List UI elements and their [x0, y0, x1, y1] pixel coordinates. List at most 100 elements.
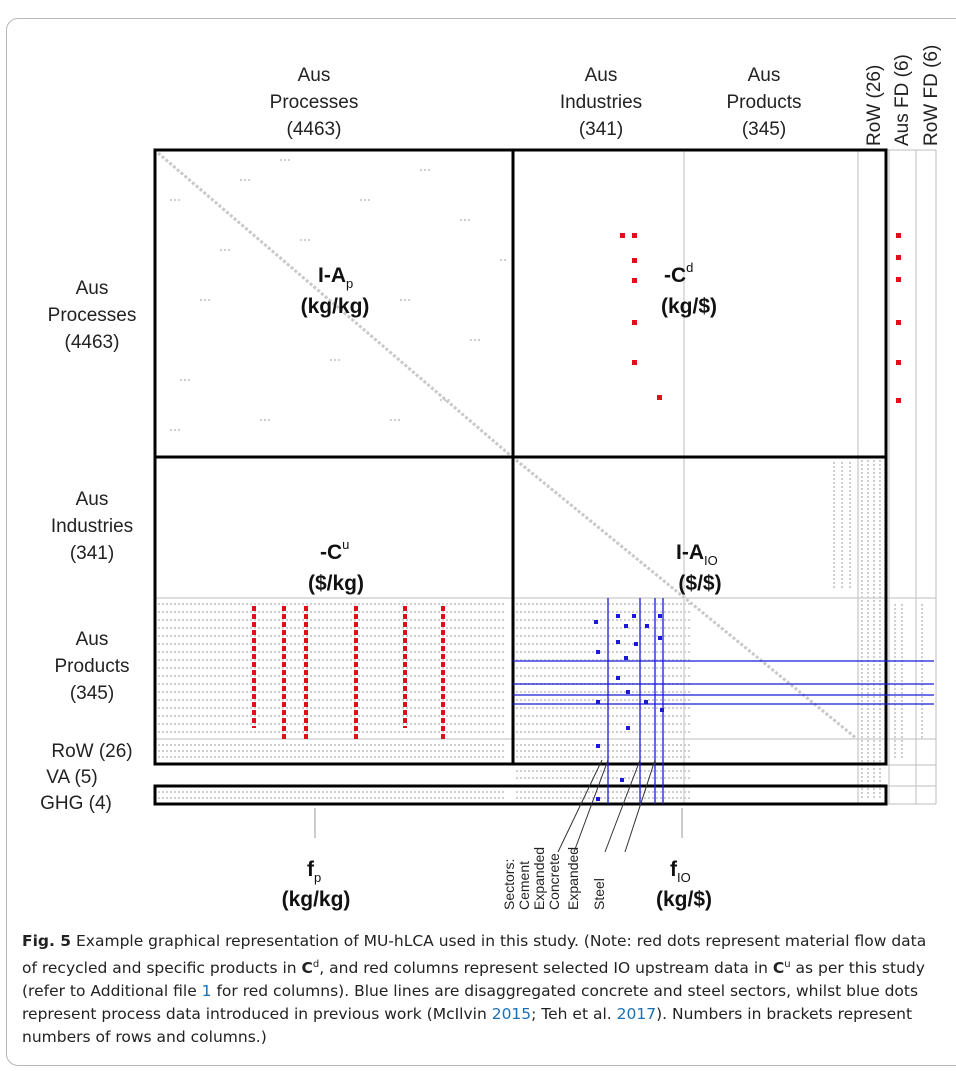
caption-ref-mcilvin[interactable]: 2015	[491, 1005, 532, 1024]
red-dot	[896, 277, 901, 282]
label-ap-symbol: I-Ap	[318, 264, 353, 291]
row-header-processes: Aus Processes (4463)	[48, 278, 137, 353]
label-aio-symbol: I-AIO	[676, 541, 718, 568]
caption-part6: ). Numbers in brackets represent numbers…	[22, 1005, 913, 1047]
row-header-processes-line1: Aus	[76, 278, 109, 299]
row-rows-texture	[158, 744, 690, 799]
caption-part4: for red columns). Blue lines are disaggr…	[22, 982, 919, 1024]
col-header-processes: Aus Processes (4463)	[270, 65, 359, 140]
col-header-industries-line3: (341)	[579, 119, 623, 140]
red-dot	[896, 398, 901, 403]
row-header-va: VA (5)	[46, 767, 97, 788]
row-header-products: Aus Products (345)	[55, 629, 130, 704]
row-header-industries-line2: Industries	[51, 516, 133, 537]
red-marks	[620, 233, 901, 403]
label-fp-symbol: fp	[307, 858, 321, 885]
block-ghg-border	[153, 784, 888, 806]
label-fio-symbol: fIO	[670, 858, 691, 885]
red-dot	[632, 278, 637, 283]
red-dot	[632, 320, 637, 325]
col-header-industries-line1: Aus	[585, 65, 618, 86]
red-dot	[632, 233, 637, 238]
blue-dot	[626, 726, 630, 730]
row-header-processes-line3: (4463)	[65, 332, 120, 353]
red-dot	[896, 360, 901, 365]
row-header-industries-line1: Aus	[76, 489, 109, 510]
blue-dot	[658, 614, 662, 618]
red-dot	[632, 258, 637, 263]
col-header-industries-line2: Industries	[560, 92, 642, 113]
col-header-processes-line1: Aus	[298, 65, 331, 86]
blue-dot	[594, 620, 598, 624]
leader-expanded-concrete	[573, 759, 609, 853]
diagonal-marks	[157, 151, 857, 740]
sector-heading: Sectors:	[501, 859, 517, 910]
matrix-texture	[158, 159, 923, 800]
row-header-products-line2: Products	[55, 656, 130, 677]
label-fp: fp (kg/kg)	[282, 858, 351, 911]
row-header-industries-line3: (341)	[70, 543, 114, 564]
row-header-industries: Aus Industries (341)	[51, 489, 133, 564]
col-header-row-fd: RoW FD (6)	[921, 45, 942, 146]
row-header-products-line1: Aus	[76, 629, 109, 650]
diagonal-ap	[157, 151, 511, 457]
col-header-row: RoW (26)	[864, 65, 885, 146]
col-header-products-line3: (345)	[742, 119, 786, 140]
blue-dot	[660, 708, 664, 712]
caption-ref-additional-file[interactable]: 1	[201, 982, 212, 1001]
blue-dot	[658, 636, 662, 640]
caption-part1: Example graphical representation of MU-h…	[22, 932, 927, 978]
blue-dot	[634, 642, 638, 646]
blue-dot	[624, 624, 628, 628]
label-cu-unit: ($/kg)	[308, 572, 364, 595]
caption-part3: as per this study (refer to Additional f…	[22, 959, 925, 1001]
red-dot	[657, 395, 662, 400]
leader-expanded-steel	[604, 759, 641, 853]
blue-dot	[620, 778, 624, 782]
leader-steel	[624, 759, 656, 853]
blue-dot	[645, 624, 649, 628]
cu-products-texture	[158, 603, 506, 733]
label-aio: I-AIO ($/$)	[676, 541, 722, 595]
caption-fig-label: Fig. 5	[22, 932, 72, 950]
blue-lines	[513, 598, 934, 804]
sector-steel: Steel	[591, 878, 607, 910]
red-dot	[896, 233, 901, 238]
col-header-industries: Aus Industries (341)	[560, 65, 642, 140]
label-cd-symbol: -Cd	[664, 260, 693, 287]
red-columns	[252, 606, 445, 740]
label-cu-symbol: -Cu	[320, 537, 349, 564]
row-header-products-line3: (345)	[70, 683, 114, 704]
blue-dots	[594, 614, 664, 801]
col-header-products: Aus Products (345)	[727, 65, 802, 140]
blue-dot	[616, 640, 620, 644]
label-cd: -Cd (kg/$)	[661, 260, 717, 318]
label-cd-unit: (kg/$)	[661, 295, 717, 318]
block-cu-border	[153, 455, 515, 766]
row-header-processes-line2: Processes	[48, 305, 137, 326]
label-aio-unit: ($/$)	[678, 572, 721, 595]
label-ap: I-Ap (kg/kg)	[301, 264, 370, 318]
row-header-ghg: GHG (4)	[40, 793, 112, 814]
block-borders	[153, 148, 888, 806]
sector-concrete: Concrete	[546, 853, 562, 910]
col-header-products-line1: Aus	[748, 65, 781, 86]
ap-scatter-texture	[170, 159, 508, 431]
blue-dot	[624, 656, 628, 660]
diagonal-aio	[515, 458, 857, 740]
blue-dot	[596, 744, 600, 748]
blue-dot	[644, 700, 648, 704]
figure-frame	[6, 18, 956, 1066]
red-dot	[620, 233, 625, 238]
red-dot	[896, 320, 901, 325]
blue-dot	[596, 650, 600, 654]
col-header-aus-fd: Aus FD (6)	[892, 54, 913, 146]
caption-part2: , and red columns represent selected IO …	[319, 959, 773, 978]
caption-ref-teh[interactable]: 2017	[616, 1005, 657, 1024]
label-fp-unit: (kg/kg)	[282, 888, 351, 911]
figure-caption: Fig. 5 Example graphical representation …	[22, 932, 927, 1047]
label-ap-unit: (kg/kg)	[301, 295, 370, 318]
sector-labels: Sectors: Cement Expanded Concrete Expand…	[501, 847, 607, 910]
blue-dot	[616, 676, 620, 680]
label-cu: -Cu ($/kg)	[308, 537, 364, 595]
